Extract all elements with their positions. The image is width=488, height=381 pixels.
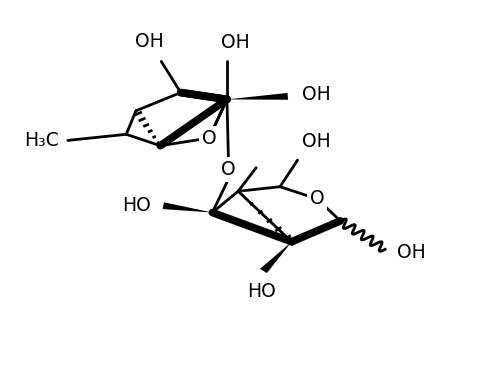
Text: OH: OH: [397, 243, 426, 262]
Text: OH: OH: [303, 85, 331, 104]
Polygon shape: [227, 93, 288, 100]
Text: HO: HO: [246, 282, 275, 301]
Text: OH: OH: [303, 132, 331, 150]
Text: OH: OH: [222, 33, 250, 52]
Text: O: O: [310, 189, 325, 208]
Text: O: O: [221, 160, 236, 179]
Text: O: O: [202, 129, 216, 147]
Text: OH: OH: [135, 32, 163, 51]
Text: H₃C: H₃C: [24, 131, 59, 150]
Polygon shape: [163, 202, 212, 213]
Polygon shape: [260, 242, 292, 273]
Text: HO: HO: [122, 196, 151, 215]
